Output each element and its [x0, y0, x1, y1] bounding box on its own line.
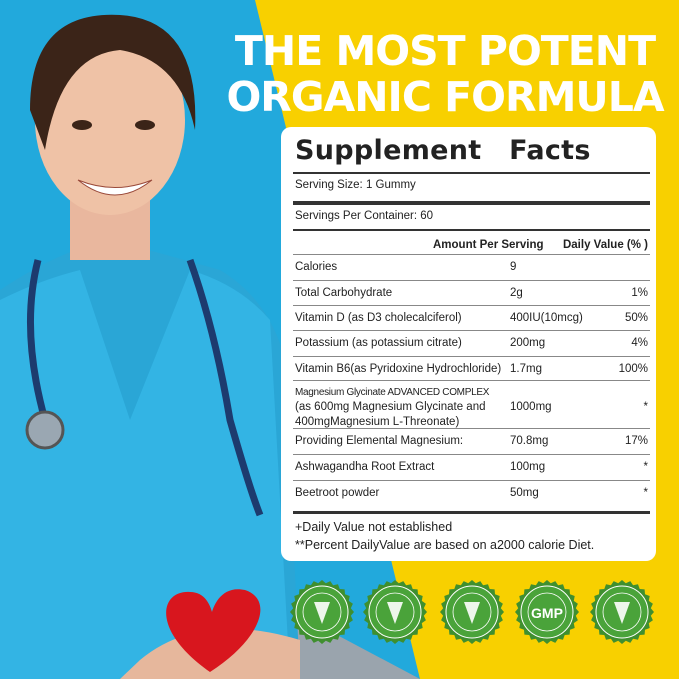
gmp-badge: GMP [515, 580, 579, 644]
nutrient-amount: 50mg [510, 487, 539, 499]
nutrient-dv: * [643, 487, 648, 499]
dna-icon [387, 602, 403, 624]
nutrient-amount: 100mg [510, 461, 546, 473]
nutrient-name-line2: (as 600mg Magnesium Glycinate and [295, 401, 486, 413]
headline-line-2: ORGANIC FORMULA [226, 73, 664, 121]
wheat-badge [290, 580, 354, 644]
supplement-facts-panel: Supplement Facts Serving Size: 1 Gummy S… [281, 127, 656, 561]
col-amount-header: Amount Per Serving [433, 239, 544, 251]
footnote-dv: +Daily Value not established [295, 520, 453, 534]
row-divider [293, 330, 650, 331]
divider [293, 229, 650, 231]
row-divider [293, 254, 650, 255]
nutrient-amount: 1.7mg [510, 363, 542, 375]
nutrient-name: Providing Elemental Magnesium: [295, 435, 464, 447]
nutrient-name: Ashwagandha Root Extract [295, 461, 435, 473]
dna-badge [363, 580, 427, 644]
nutrient-dv: 17% [624, 435, 648, 447]
serving-size: Serving Size: 1 Gummy [295, 179, 416, 191]
col-dv-header: Daily Value (% ) [562, 239, 648, 251]
nutrient-name: Beetroot powder [295, 487, 380, 499]
sugar-cube-badge [440, 580, 504, 644]
nutrient-dv: 4% [631, 337, 648, 349]
nutrient-amount: 400IU(10mcg) [510, 312, 583, 324]
row-divider [293, 480, 650, 481]
nutrient-amount: 9 [510, 261, 517, 273]
row-divider [293, 454, 650, 455]
nutrient-name: Potassium (as potassium citrate) [295, 337, 462, 349]
nutrient-amount: 2g [510, 287, 523, 299]
nutrient-dv: 100% [618, 363, 648, 375]
nutrient-name: Magnesium Glycinate ADVANCED COMPLEX [295, 387, 490, 398]
headline-line-1: THE MOST POTENT [234, 27, 656, 75]
nutrient-name: Vitamin B6(as Pyridoxine Hydrochloride) [295, 363, 502, 375]
nutrient-dv: 1% [631, 287, 648, 299]
nutrient-amount: 70.8mg [510, 435, 549, 447]
servings-per-container: Servings Per Container: 60 [295, 210, 434, 222]
nutrient-dv: * [643, 461, 648, 473]
nutrient-amount: 200mg [510, 337, 546, 349]
leaf-badge [590, 580, 654, 644]
nutrient-amount: 1000mg [510, 401, 552, 413]
nutrient-name: Vitamin D (as D3 cholecalciferol) [295, 312, 462, 324]
nutrient-name: Calories [295, 261, 338, 273]
footnote-percent: **Percent DailyValue are based on a2000 … [295, 538, 595, 552]
sugar-cube-icon [464, 602, 480, 624]
wheat-icon [314, 602, 330, 624]
row-divider [293, 356, 650, 357]
nutrient-dv: 50% [624, 312, 648, 324]
divider [293, 172, 650, 174]
nutrient-dv: * [643, 401, 648, 413]
divider [293, 511, 650, 514]
divider [293, 201, 650, 205]
gmp-icon: GMP [531, 605, 563, 621]
facts-title: Supplement Facts [295, 135, 591, 166]
badge-label: GMP [531, 605, 563, 621]
row-divider [293, 380, 650, 381]
row-divider [293, 428, 650, 429]
nutrient-name-line3: 400mgMagnesium L-Threonate) [295, 416, 460, 428]
nutrient-name: Total Carbohydrate [295, 287, 393, 299]
leaf-icon [614, 602, 630, 624]
row-divider [293, 280, 650, 281]
row-divider [293, 305, 650, 306]
nurse-figure [0, 14, 300, 679]
